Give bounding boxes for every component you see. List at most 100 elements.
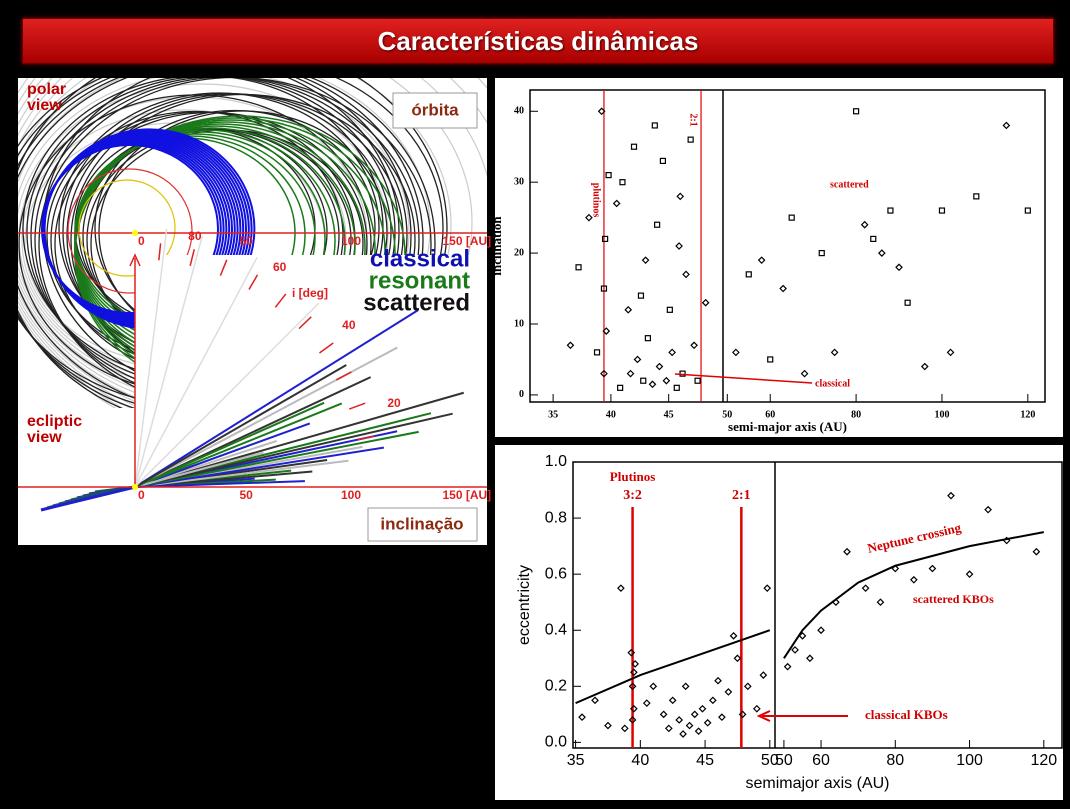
point: [724, 688, 733, 696]
point: [641, 256, 650, 265]
point: [624, 305, 633, 314]
point: [687, 136, 694, 143]
point: [631, 660, 640, 668]
resonance-label: 2:1: [688, 113, 699, 126]
point: [763, 584, 772, 593]
x-tick-label: 60: [765, 409, 775, 420]
view-label: polar view: [27, 81, 67, 114]
point: [628, 682, 637, 691]
point: [675, 716, 684, 724]
y-tick-label: 0.2: [545, 678, 567, 695]
point: [870, 235, 877, 243]
point: [779, 284, 787, 293]
point: [729, 631, 738, 640]
orbit: [18, 78, 412, 408]
x-tick-label: 120: [1020, 409, 1035, 420]
point: [659, 710, 668, 719]
ecliptic-orbit: [134, 480, 305, 488]
point: [800, 369, 809, 378]
point: [681, 682, 690, 691]
point: [733, 654, 742, 663]
y-tick-label: 1.0: [545, 453, 567, 470]
point: [1024, 207, 1031, 214]
ecliptic-orbit: [134, 430, 419, 488]
point: [861, 584, 870, 593]
ecliptic-orbit: [40, 485, 136, 512]
point: [575, 264, 582, 271]
point: [642, 699, 651, 707]
annotation-arrow: [674, 373, 813, 384]
point: [714, 676, 722, 685]
axis-label: 0: [138, 488, 145, 502]
point: [718, 713, 726, 722]
orbit: [38, 78, 432, 408]
y-tick-label: 40: [514, 106, 524, 117]
axis-label: 50: [240, 488, 254, 502]
point: [600, 285, 608, 292]
point: [1032, 547, 1041, 556]
point: [617, 584, 625, 593]
point: [947, 491, 955, 500]
point: [630, 143, 638, 150]
legend-entry: scattered: [363, 289, 470, 316]
x-tick-label: 80: [886, 752, 904, 769]
point: [630, 668, 638, 677]
point: [676, 192, 685, 201]
x-axis-label: semi-major axis (AU): [728, 419, 847, 434]
x-tick-label: 40: [631, 752, 649, 769]
y-tick-label: 0: [519, 389, 524, 400]
tag: inclinação: [380, 514, 463, 533]
point: [626, 369, 635, 378]
plot-frame: [572, 461, 1063, 749]
point: [694, 727, 703, 736]
inclination-label: 60: [273, 260, 287, 274]
point: [860, 220, 869, 229]
point: [938, 207, 946, 214]
inclination-label: 20: [387, 396, 401, 410]
point: [738, 710, 747, 719]
point: [910, 575, 918, 584]
y-tick-label: 0.4: [545, 621, 567, 638]
x-tick-label: 35: [567, 752, 585, 769]
point: [566, 341, 575, 350]
point: [698, 704, 707, 713]
point: [604, 721, 612, 730]
point: [682, 270, 690, 279]
inclination-tick: [248, 274, 259, 290]
axis-label: 100: [341, 488, 361, 502]
ecliptic-orbit: [134, 451, 264, 488]
point: [654, 221, 661, 228]
inclination-unit: i [deg]: [292, 286, 328, 300]
point: [753, 704, 761, 713]
ecliptic-orbit: [134, 401, 325, 488]
point: [673, 384, 680, 391]
x-tick-label: 60: [812, 752, 830, 769]
ecliptic-orbit: [134, 364, 347, 488]
orbit: [18, 78, 424, 408]
point: [965, 570, 974, 579]
point: [984, 505, 992, 514]
annotation: classical: [815, 378, 850, 389]
point: [946, 348, 955, 357]
inclination-tick: [189, 249, 195, 266]
resonance-label: 3:2: [623, 488, 642, 503]
arrow-head: [756, 710, 771, 722]
point: [659, 157, 667, 165]
x-tick-label: 120: [1030, 752, 1057, 769]
x-tick-label: 45: [664, 409, 674, 420]
inclination-tick: [158, 243, 162, 261]
x-tick-label: 100: [934, 409, 949, 420]
point: [690, 710, 699, 719]
tag-box: [392, 92, 478, 129]
orbit: [78, 179, 176, 277]
point: [791, 646, 799, 654]
point: [612, 199, 621, 208]
point: [973, 193, 980, 200]
ecliptic-orbit: [134, 257, 258, 488]
point: [617, 384, 624, 391]
point: [690, 341, 698, 350]
point: [664, 724, 673, 733]
ecliptic-orbit: [134, 346, 398, 488]
